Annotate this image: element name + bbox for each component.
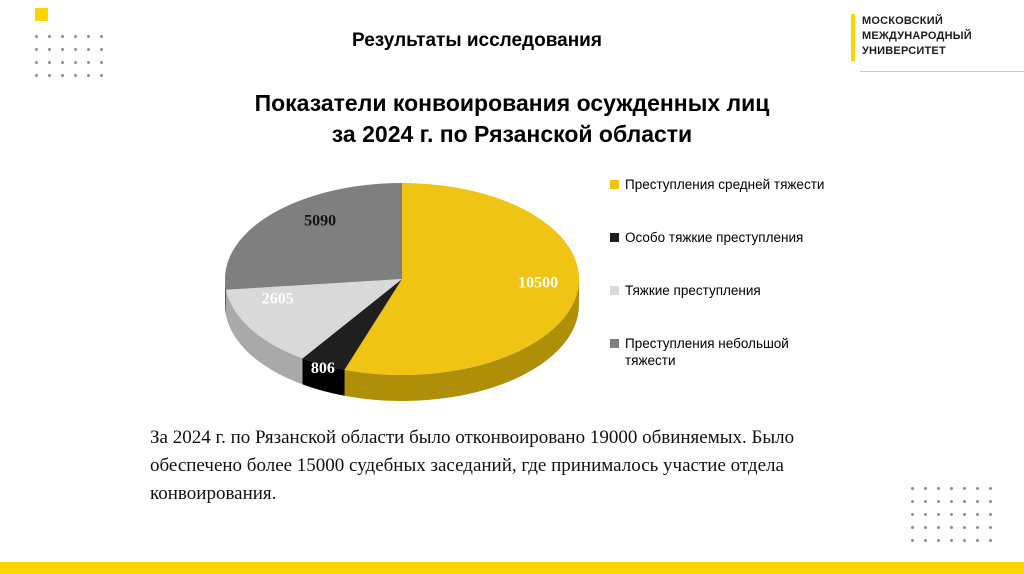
pie-slice-side — [226, 289, 303, 385]
logo-accent-bar — [851, 14, 855, 61]
logo-text: МОСКОВСКИЙ МЕЖДУНАРОДНЫЙ УНИВЕРСИТЕТ — [862, 14, 972, 61]
bottom-accent-bar — [0, 562, 1024, 574]
legend-swatch — [610, 339, 619, 348]
legend-item: Преступления средней тяжести — [610, 176, 842, 193]
body-text: За 2024 г. по Рязанской области было отк… — [150, 427, 795, 504]
pie-slice — [224, 183, 402, 290]
legend-swatch — [610, 180, 619, 189]
chart-legend: Преступления средней тяжести Особо тяжки… — [610, 176, 842, 405]
dots-pattern-top-left — [30, 30, 110, 84]
corner-accent-square — [35, 8, 48, 21]
logo-line-2: МЕЖДУНАРОДНЫЙ — [862, 30, 972, 42]
pie-slice-side — [344, 279, 579, 401]
chart-title: Показатели конвоирования осужденных лиц … — [254, 90, 770, 147]
pie-slice — [226, 279, 402, 359]
university-logo: МОСКОВСКИЙ МЕЖДУНАРОДНЫЙ УНИВЕРСИТЕТ — [851, 14, 972, 61]
pie-slice-side — [225, 279, 227, 316]
legend-item: Преступления небольшой тяжести — [610, 335, 842, 369]
pie-slice-side — [302, 358, 345, 396]
legend-label: Преступления небольшой тяжести — [625, 336, 789, 368]
slide-title: Результаты исследования — [352, 30, 602, 51]
dots-pattern-bottom-right — [906, 482, 998, 544]
legend-swatch — [610, 233, 619, 242]
pie-slice — [344, 183, 579, 375]
pie-slice — [302, 279, 402, 370]
logo-line-3: УНИВЕРСИТЕТ — [862, 45, 946, 57]
legend-label: Преступления средней тяжести — [625, 177, 825, 192]
pie-slice-value: 10500 — [518, 274, 558, 291]
logo-line-1: МОСКОВСКИЙ — [862, 15, 943, 27]
pie-slice-value: 5090 — [304, 212, 336, 229]
logo-divider — [860, 71, 1024, 72]
legend-item: Особо тяжкие преступления — [610, 229, 842, 246]
pie-slice-value: 806 — [311, 360, 335, 377]
legend-item: Тяжкие преступления — [610, 282, 842, 299]
legend-label: Тяжкие преступления — [625, 283, 761, 298]
legend-label: Особо тяжкие преступления — [625, 230, 804, 245]
pie-slice-value: 2605 — [262, 291, 294, 308]
legend-swatch — [610, 286, 619, 295]
